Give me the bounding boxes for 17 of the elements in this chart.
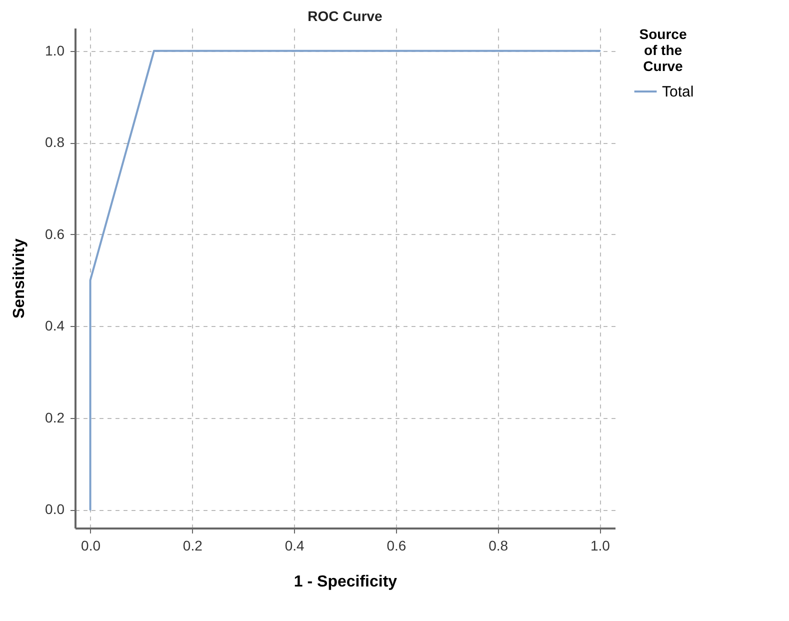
- legend-label: Total: [662, 84, 694, 100]
- x-tick-label: 0.4: [284, 538, 304, 554]
- y-axis-title: Sensitivity: [11, 238, 28, 319]
- x-tick-label: 0.6: [386, 538, 406, 554]
- y-tick-label: 0.4: [45, 318, 65, 334]
- y-tick-label: 0.6: [45, 226, 65, 242]
- y-tick-label: 1.0: [45, 42, 65, 58]
- x-tick-label: 1.0: [590, 538, 610, 554]
- x-tick-label: 0.2: [182, 538, 203, 554]
- legend-title: Source of the Curve: [639, 26, 687, 74]
- x-tick-label: 0.8: [488, 538, 508, 554]
- y-tick-label: 0.8: [45, 134, 65, 150]
- chart-title: ROC Curve: [308, 8, 383, 24]
- x-tick-label: 0.0: [81, 538, 101, 554]
- x-axis-title: 1 - Specificity: [294, 574, 398, 590]
- y-tick-label: 0.2: [45, 409, 65, 426]
- y-tick-label: 0.0: [45, 501, 65, 518]
